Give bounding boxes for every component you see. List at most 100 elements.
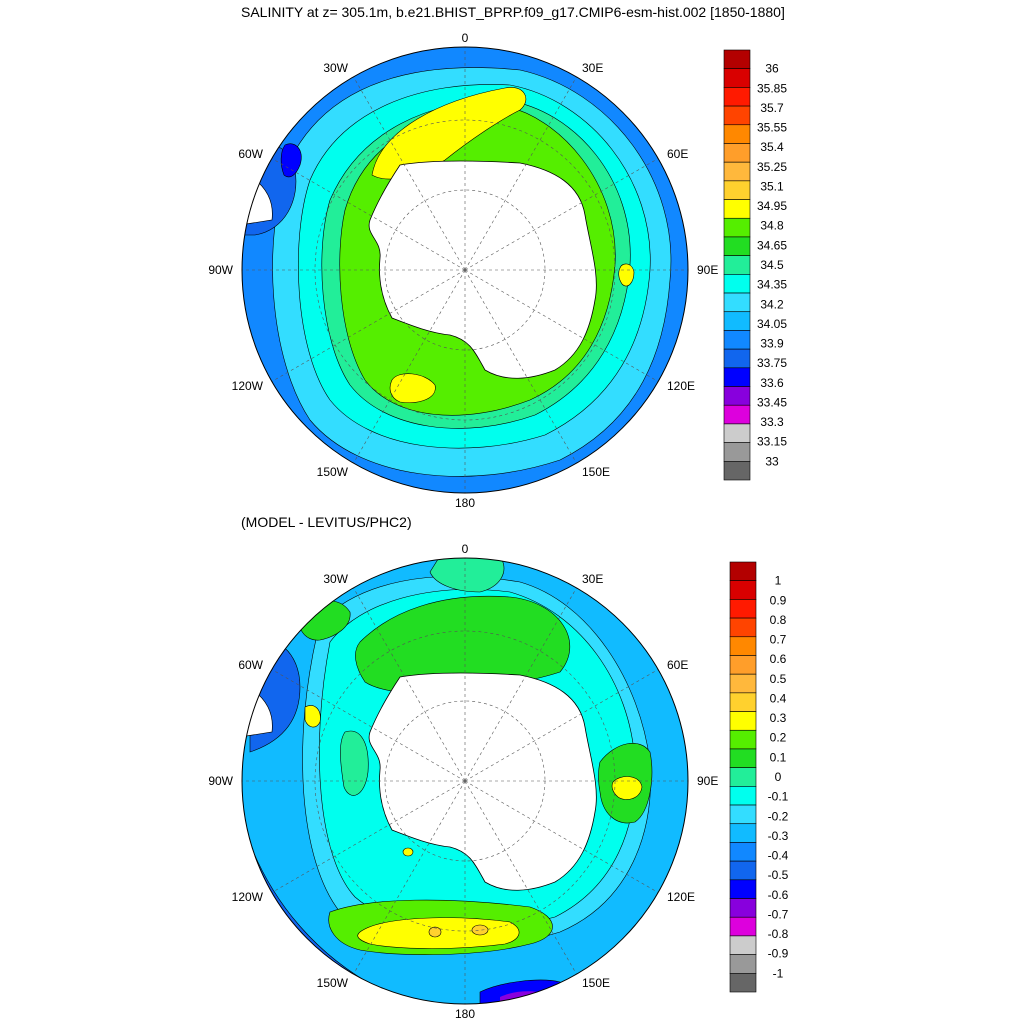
colorbar-swatch (729, 692, 757, 712)
colorbar-swatch (723, 367, 751, 387)
salinity-field (242, 47, 688, 493)
colorbar-label: 35.85 (757, 81, 787, 95)
colorbar-label: 35.7 (760, 101, 784, 115)
colorbar-swatch (729, 636, 757, 656)
colorbar-label: 0.2 (770, 731, 787, 745)
lon-label-60w: 60W (238, 658, 263, 672)
colorbar-label: 35.55 (757, 121, 787, 135)
lon-label-60w: 60W (238, 147, 263, 161)
colorbar-swatch (729, 748, 757, 768)
colorbar-label: 0 (775, 770, 782, 784)
colorbar-swatch (723, 180, 751, 200)
colorbar-swatch (723, 105, 751, 126)
colorbar-swatch (723, 143, 751, 163)
lon-label-120e: 120E (667, 379, 695, 393)
lon-label-120w: 120W (232, 379, 264, 393)
colorbar-swatch (729, 860, 757, 881)
colorbar-swatch (723, 442, 751, 462)
colorbar-swatch (729, 973, 757, 993)
colorbar-salinity: 36 35.85 35.7 35.55 35.4 35.25 35.1 34.95 34.8 34… (723, 49, 787, 481)
colorbar-swatch (723, 274, 751, 294)
lon-label-0: 0 (462, 542, 469, 556)
colorbar-label: 0.3 (770, 711, 787, 725)
colorbar-label: 35.1 (760, 179, 784, 193)
colorbar-label: -0.8 (768, 927, 789, 941)
colorbar-swatch (723, 49, 751, 69)
lon-label-120w: 120W (232, 890, 264, 904)
colorbar-label: 35.4 (760, 140, 784, 154)
colorbar-swatch (723, 68, 751, 88)
colorbar-label: -0.6 (768, 888, 789, 902)
colorbar-swatch (723, 124, 751, 144)
colorbar-swatch (723, 161, 751, 182)
colorbar-swatch (723, 386, 751, 406)
colorbar-swatch (729, 898, 757, 918)
colorbar-swatch (729, 786, 757, 806)
difference-field (242, 558, 688, 1004)
colorbar-swatch (723, 87, 751, 107)
colorbar-swatch (729, 729, 757, 750)
lon-label-180: 180 (455, 1007, 475, 1021)
colorbar-label: 0.7 (770, 633, 787, 647)
lon-label-0: 0 (462, 31, 469, 45)
colorbar-label: -0.5 (768, 868, 789, 882)
colorbar-label: 34.5 (760, 258, 784, 272)
colorbar-label: 0.9 (770, 593, 787, 607)
colorbar-swatch (729, 617, 757, 638)
colorbar-label: 33.6 (760, 376, 784, 390)
colorbar-label: -0.4 (768, 849, 789, 863)
colorbar-swatch (723, 404, 751, 425)
colorbar-swatch (723, 199, 751, 219)
lon-label-90e: 90E (697, 263, 718, 277)
colorbar-swatch (729, 879, 757, 899)
colorbar-label: 33.45 (757, 395, 787, 409)
colorbar-swatch (723, 292, 751, 313)
colorbar-label: -0.2 (768, 809, 789, 823)
colorbar-swatch (729, 711, 757, 731)
colorbar-difference: 1 0.9 0.8 0.7 0.6 0.5 0.4 0.3 0.2 0.1 0 -0.1 -0.2 -0.… (729, 561, 789, 993)
lon-label-150e: 150E (582, 976, 610, 990)
colorbar-label: 1 (775, 574, 782, 588)
colorbar-label: 34.05 (757, 317, 787, 331)
colorbar-swatch (723, 348, 751, 369)
lon-label-150w: 150W (317, 976, 349, 990)
colorbar-swatch (723, 255, 751, 275)
colorbar-swatch (723, 461, 751, 481)
colorbar-label: 34.65 (757, 238, 787, 252)
colorbar-label: 0.6 (770, 652, 787, 666)
colorbar-swatch (729, 954, 757, 974)
colorbar-swatch (729, 599, 757, 619)
salinity-polar-map: 0 30E 60E 90E 120E 150E 180 150W 120W 90… (208, 31, 787, 510)
colorbar-swatch (729, 580, 757, 600)
colorbar-swatch (729, 842, 757, 862)
lon-label-90w: 90W (208, 263, 233, 277)
colorbar-swatch (729, 935, 757, 955)
colorbar-label: 0.1 (770, 750, 787, 764)
lon-label-60e: 60E (667, 147, 688, 161)
colorbar-swatch (723, 330, 751, 350)
lon-label-30e: 30E (582, 61, 603, 75)
map-title-top: SALINITY at z= 305.1m, b.e21.BHIST_BPRP.… (241, 4, 785, 20)
colorbar-swatch (729, 804, 757, 825)
colorbar-swatch (729, 673, 757, 694)
lon-label-30w: 30W (323, 572, 348, 586)
map-title-bottom: (MODEL - LEVITUS/PHC2) (241, 514, 412, 530)
colorbar-label: -0.3 (768, 829, 789, 843)
colorbar-swatch (729, 655, 757, 675)
colorbar-swatch (723, 217, 751, 238)
colorbar-swatch (723, 423, 751, 443)
colorbar-swatch (729, 916, 757, 937)
lon-label-150e: 150E (582, 465, 610, 479)
colorbar-label: 33.3 (760, 415, 784, 429)
lon-label-150w: 150W (317, 465, 349, 479)
colorbar-label: -0.7 (768, 907, 789, 921)
salinity-difference-map: 0 30E 60E 90E 120E 150E 180 150W 120W 90… (0, 512, 1024, 1024)
colorbar-label: 33.9 (760, 337, 784, 351)
lon-label-30w: 30W (323, 61, 348, 75)
colorbar-label: -0.9 (768, 947, 789, 961)
colorbar-label: 34.8 (760, 219, 784, 233)
colorbar-label: 36 (765, 62, 779, 76)
lon-label-180: 180 (455, 496, 475, 510)
colorbar-swatch (729, 823, 757, 843)
colorbar-label: 33 (765, 454, 779, 468)
